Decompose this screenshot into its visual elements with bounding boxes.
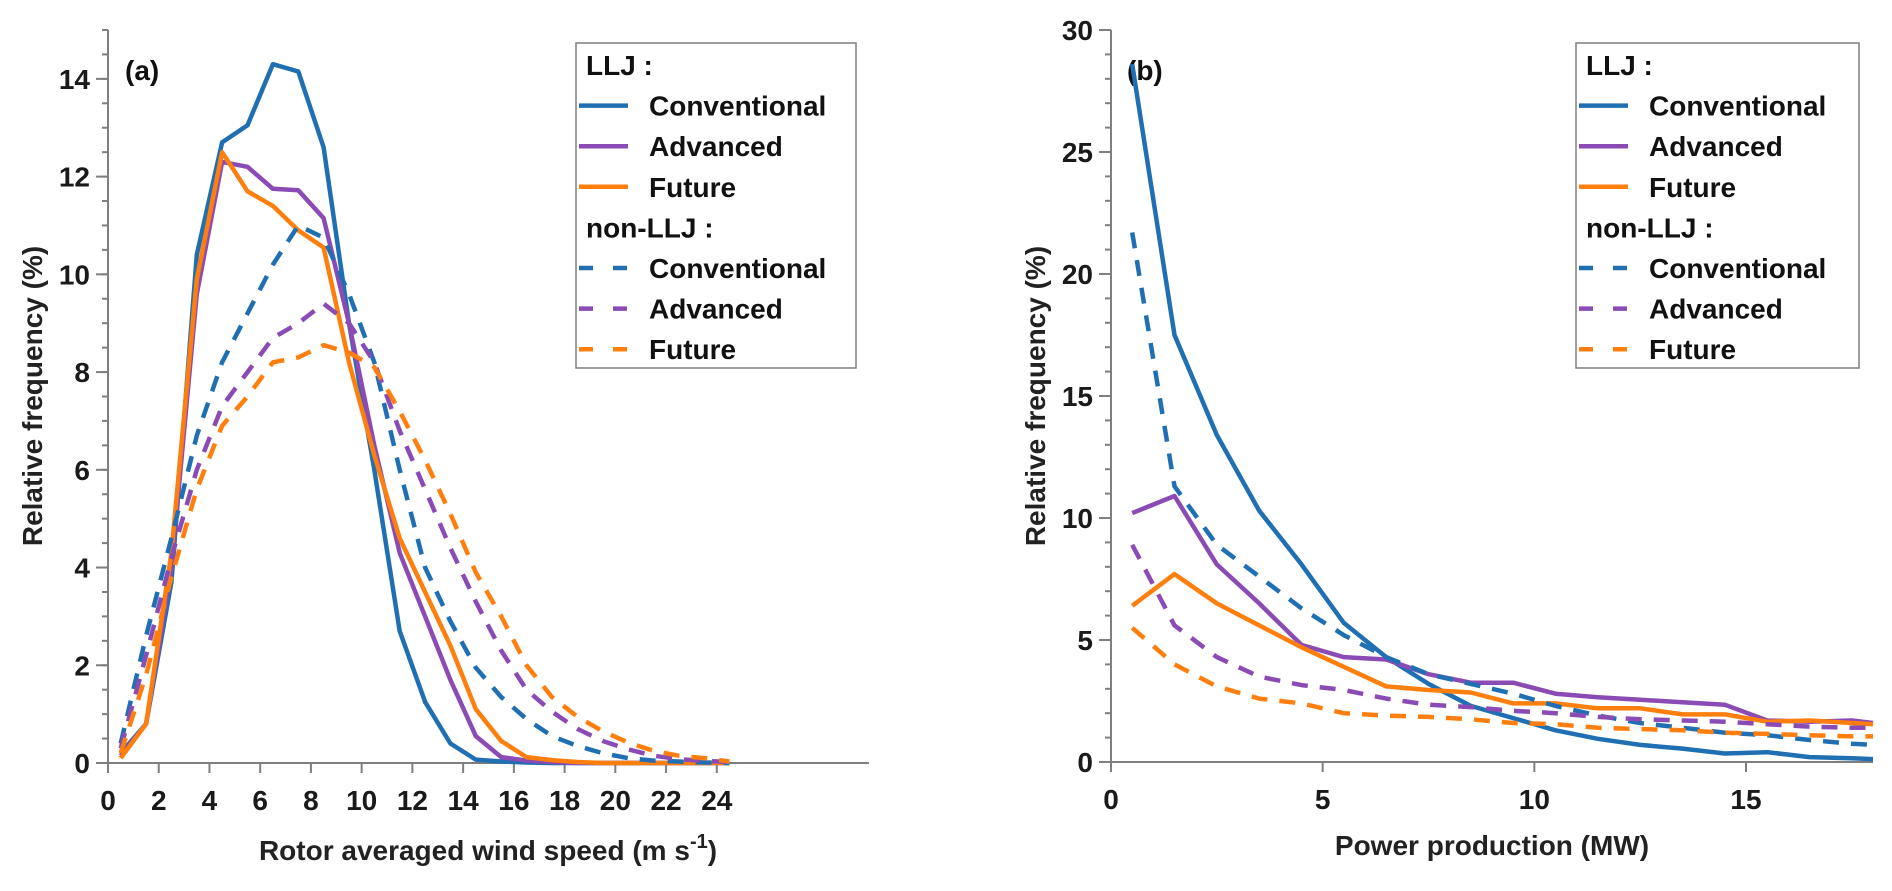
y-tick-label: 0 bbox=[1077, 747, 1093, 778]
x-tick-label: 5 bbox=[1315, 784, 1331, 815]
series-line-non-llj-future bbox=[118, 342, 730, 764]
legend-entry-label: Future bbox=[1649, 334, 1736, 365]
series-line-non-llj-future bbox=[1130, 626, 1873, 739]
legend-entry-label: Advanced bbox=[649, 131, 783, 162]
panel-label: (a) bbox=[125, 55, 159, 86]
y-tick-label: 15 bbox=[1062, 381, 1093, 412]
series-line-non-llj-advanced bbox=[118, 301, 730, 765]
y-tick-label: 10 bbox=[1062, 503, 1093, 534]
x-tick-label: 0 bbox=[1103, 784, 1119, 815]
legend-entry-label: Advanced bbox=[649, 294, 783, 325]
y-tick-label: 20 bbox=[1062, 259, 1093, 290]
series-group bbox=[118, 61, 730, 766]
x-tick-label: 12 bbox=[397, 785, 428, 816]
x-tick-label: 0 bbox=[100, 785, 116, 816]
x-tick-label: 16 bbox=[498, 785, 529, 816]
series-line-non-llj-conventional bbox=[118, 223, 730, 766]
x-tick-label: 6 bbox=[252, 785, 268, 816]
legend-group-title: LLJ : bbox=[586, 50, 653, 81]
x-tick-label: 8 bbox=[303, 785, 319, 816]
series-group bbox=[1129, 63, 1874, 762]
y-tick-label: 2 bbox=[74, 650, 90, 681]
y-tick-label: 10 bbox=[59, 259, 90, 290]
legend-box bbox=[1575, 42, 1860, 369]
y-tick-label: 8 bbox=[74, 357, 90, 388]
x-tick-label: 22 bbox=[650, 785, 681, 816]
y-axis-label: Relative frequency (%) bbox=[1020, 246, 1051, 546]
y-tick-label: 5 bbox=[1077, 625, 1093, 656]
legend-group-title: non-LLJ : bbox=[1586, 212, 1714, 243]
legend-entry-label: Future bbox=[1649, 172, 1736, 203]
y-tick-label: 12 bbox=[59, 162, 90, 193]
legend-entry-label: Future bbox=[649, 334, 736, 365]
legend-entry-label: Advanced bbox=[1649, 294, 1783, 325]
legend-entry-label: Conventional bbox=[1649, 253, 1826, 284]
x-tick-label: 10 bbox=[346, 785, 377, 816]
legend-entry-label: Conventional bbox=[1649, 91, 1826, 122]
legend-group-title: non-LLJ : bbox=[586, 212, 714, 243]
x-tick-label: 14 bbox=[448, 785, 480, 816]
x-tick-label: 2 bbox=[151, 785, 167, 816]
x-axis-label: Power production (MW) bbox=[1335, 830, 1649, 861]
y-tick-label: 30 bbox=[1062, 15, 1093, 46]
x-tick-label: 15 bbox=[1730, 784, 1761, 815]
y-tick-label: 0 bbox=[74, 748, 90, 779]
legend-entry-label: Conventional bbox=[649, 253, 826, 284]
x-axis-label: Rotor averaged wind speed (m s-1) bbox=[259, 831, 717, 866]
legend: LLJ : Conventional Advanced Future non-LLJ :… bbox=[575, 42, 857, 369]
y-tick-label: 6 bbox=[74, 455, 90, 486]
panel-b: 0 5 10 15 20 25 30 0 5 10 15 Power production (MW) R… bbox=[1020, 15, 1874, 861]
x-tick-label: 24 bbox=[701, 785, 733, 816]
x-tick-label: 4 bbox=[202, 785, 218, 816]
legend-group-title: LLJ : bbox=[1586, 50, 1653, 81]
x-tick-label: 20 bbox=[600, 785, 631, 816]
x-tick-label: 10 bbox=[1519, 784, 1550, 815]
y-axis-label: Relative frequency (%) bbox=[17, 246, 48, 546]
legend-box bbox=[575, 42, 857, 369]
y-tick-label: 14 bbox=[59, 64, 91, 95]
legend-entry-label: Advanced bbox=[1649, 131, 1783, 162]
y-tick-label: 25 bbox=[1062, 137, 1093, 168]
series-line-llj-conventional bbox=[1129, 63, 1874, 762]
series-line-llj-future bbox=[1130, 571, 1874, 727]
series-line-llj-future bbox=[118, 149, 730, 766]
legend-entry-label: Conventional bbox=[649, 91, 826, 122]
series-line-non-llj-advanced bbox=[1130, 543, 1873, 731]
legend-entry-label: Future bbox=[649, 172, 736, 203]
x-tick-label: 18 bbox=[549, 785, 580, 816]
y-tick-label: 4 bbox=[74, 553, 90, 584]
legend: LLJ : Conventional Advanced Future non-LLJ :… bbox=[1575, 42, 1860, 369]
